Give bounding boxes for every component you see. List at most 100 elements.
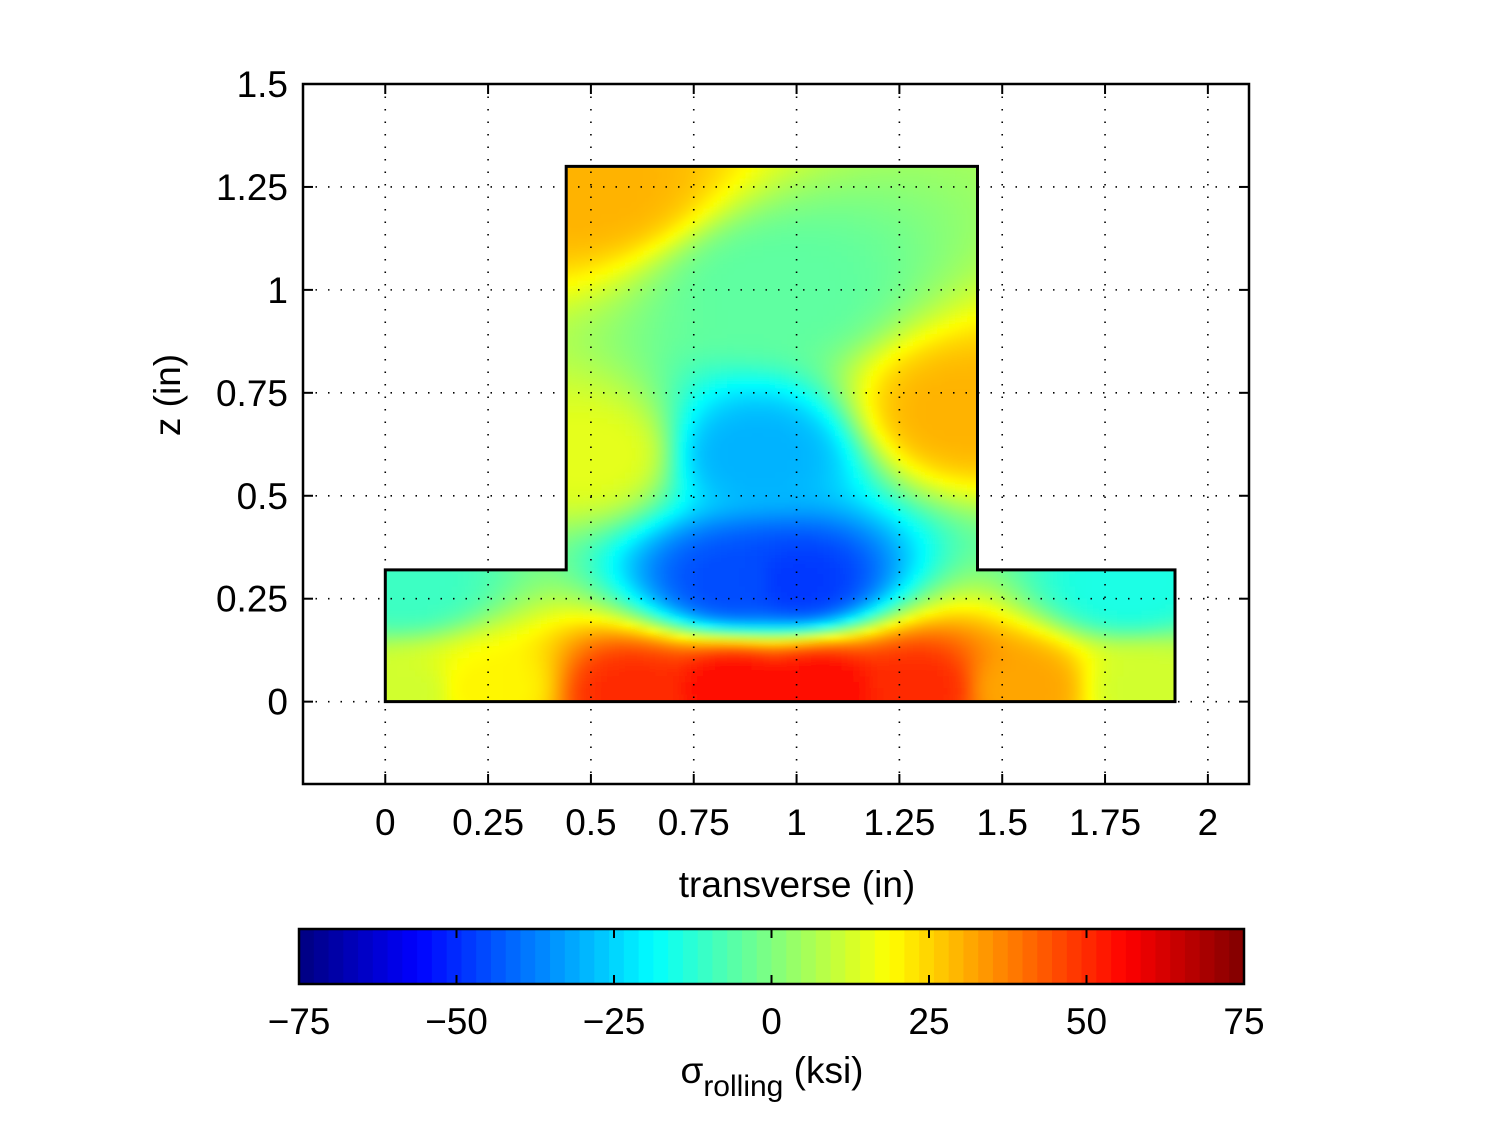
field-cell <box>775 280 783 288</box>
field-cell <box>673 364 681 372</box>
field-cell <box>859 250 867 258</box>
field-cell <box>691 220 699 228</box>
field-cell <box>733 280 741 288</box>
field-cell <box>751 208 759 216</box>
field-cell <box>841 262 849 270</box>
field-cell <box>613 238 621 246</box>
field-cell <box>817 172 825 180</box>
field-cell <box>739 334 747 342</box>
field-cell <box>625 334 633 342</box>
field-cell <box>589 364 597 372</box>
field-cell <box>703 358 711 366</box>
field-cell <box>697 178 705 186</box>
field-cell <box>805 172 813 180</box>
field-cell <box>793 214 801 222</box>
field-cell <box>571 298 579 306</box>
field-cell <box>589 190 597 198</box>
field-cell <box>595 226 603 234</box>
field-cell <box>583 346 591 354</box>
field-cell <box>817 274 825 282</box>
field-cell <box>925 334 933 342</box>
field-cell <box>925 262 933 270</box>
field-cell <box>805 352 813 360</box>
field-cell <box>697 346 705 354</box>
field-cell <box>883 250 891 258</box>
field-cell <box>757 346 765 354</box>
field-cell <box>727 274 735 282</box>
field-cell <box>841 334 849 342</box>
field-cell <box>895 310 903 318</box>
field-cell <box>745 376 753 384</box>
field-cell <box>739 190 747 198</box>
field-cell <box>871 190 879 198</box>
field-cell <box>913 172 921 180</box>
field-cell <box>943 250 951 258</box>
field-cell <box>709 184 717 192</box>
field-cell <box>745 268 753 276</box>
field-cell <box>853 304 861 312</box>
field-cell <box>679 214 687 222</box>
field-cell <box>853 232 861 240</box>
field-cell <box>625 172 633 180</box>
field-cell <box>847 280 855 288</box>
field-cell <box>667 178 675 186</box>
field-cell <box>775 256 783 264</box>
field-cell <box>781 256 789 264</box>
field-cell <box>877 226 885 234</box>
field-cell <box>565 334 573 342</box>
field-cell <box>679 346 687 354</box>
field-cell <box>667 310 675 318</box>
field-cell <box>613 322 621 330</box>
field-cell <box>925 298 933 306</box>
field-cell <box>619 208 627 216</box>
field-cell <box>685 196 693 204</box>
field-cell <box>697 250 705 258</box>
field-cell <box>841 172 849 180</box>
field-cell <box>769 190 777 198</box>
field-cell <box>913 256 921 264</box>
field-cell <box>895 286 903 294</box>
field-cell <box>607 178 615 186</box>
field-cell <box>919 268 927 276</box>
field-cell <box>841 340 849 348</box>
field-cell <box>961 364 969 372</box>
field-cell <box>925 328 933 336</box>
field-cell <box>907 322 915 330</box>
field-cell <box>943 214 951 222</box>
field-cell <box>865 274 873 282</box>
field-cell <box>601 328 609 336</box>
field-cell <box>757 280 765 288</box>
field-cell <box>589 202 597 210</box>
field-cell <box>799 184 807 192</box>
field-cell <box>835 166 843 174</box>
field-cell <box>661 298 669 306</box>
field-cell <box>949 196 957 204</box>
field-cell <box>955 328 963 336</box>
field-cell <box>685 358 693 366</box>
field-cell <box>709 322 717 330</box>
field-cell <box>799 214 807 222</box>
field-cell <box>721 220 729 228</box>
field-cell <box>877 202 885 210</box>
field-cell <box>715 298 723 306</box>
field-cell <box>961 346 969 354</box>
field-cell <box>655 244 663 252</box>
field-cell <box>649 232 657 240</box>
field-cell <box>787 166 795 174</box>
field-cell <box>691 166 699 174</box>
field-cell <box>883 358 891 366</box>
field-cell <box>589 322 597 330</box>
field-cell <box>799 166 807 174</box>
field-cell <box>859 304 867 312</box>
field-cell <box>937 298 945 306</box>
field-cell <box>643 316 651 324</box>
field-cell <box>937 346 945 354</box>
field-cell <box>961 268 969 276</box>
field-cell <box>631 220 639 228</box>
field-cell <box>805 268 813 276</box>
field-cell <box>721 214 729 222</box>
field-cell <box>565 250 573 258</box>
field-cell <box>787 238 795 246</box>
field-cell <box>877 172 885 180</box>
field-cell <box>967 196 975 204</box>
